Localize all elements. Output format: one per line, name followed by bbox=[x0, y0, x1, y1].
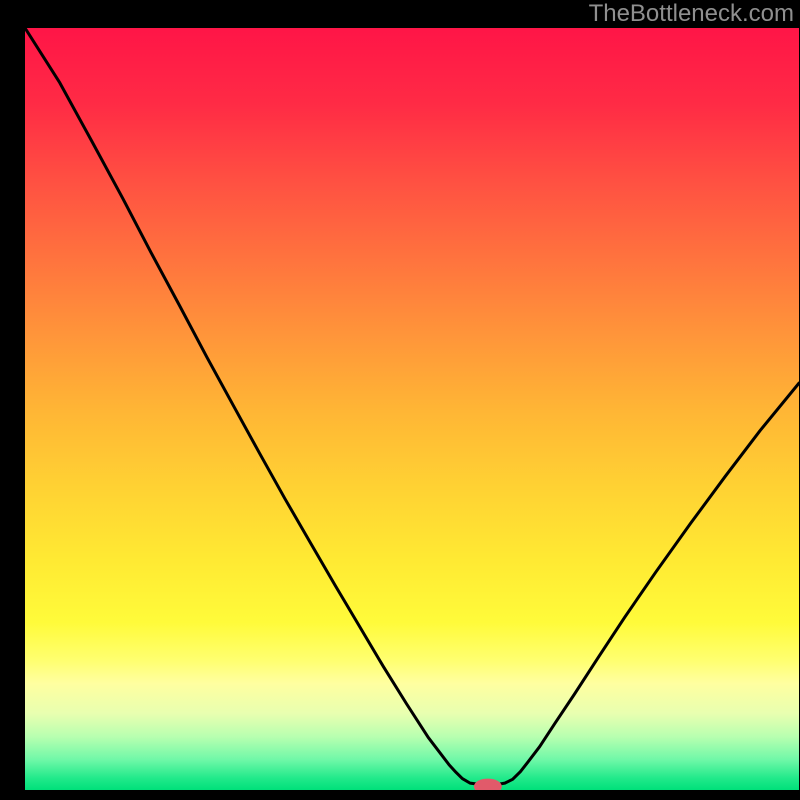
plot-area bbox=[25, 28, 799, 790]
bottleneck-marker bbox=[474, 779, 502, 790]
bottleneck-curve bbox=[25, 28, 799, 785]
frame-left bbox=[0, 0, 25, 800]
watermark-text: TheBottleneck.com bbox=[589, 0, 794, 28]
curve-layer bbox=[25, 28, 799, 790]
frame-bottom bbox=[0, 790, 800, 800]
chart-root: TheBottleneck.com bbox=[0, 0, 800, 800]
